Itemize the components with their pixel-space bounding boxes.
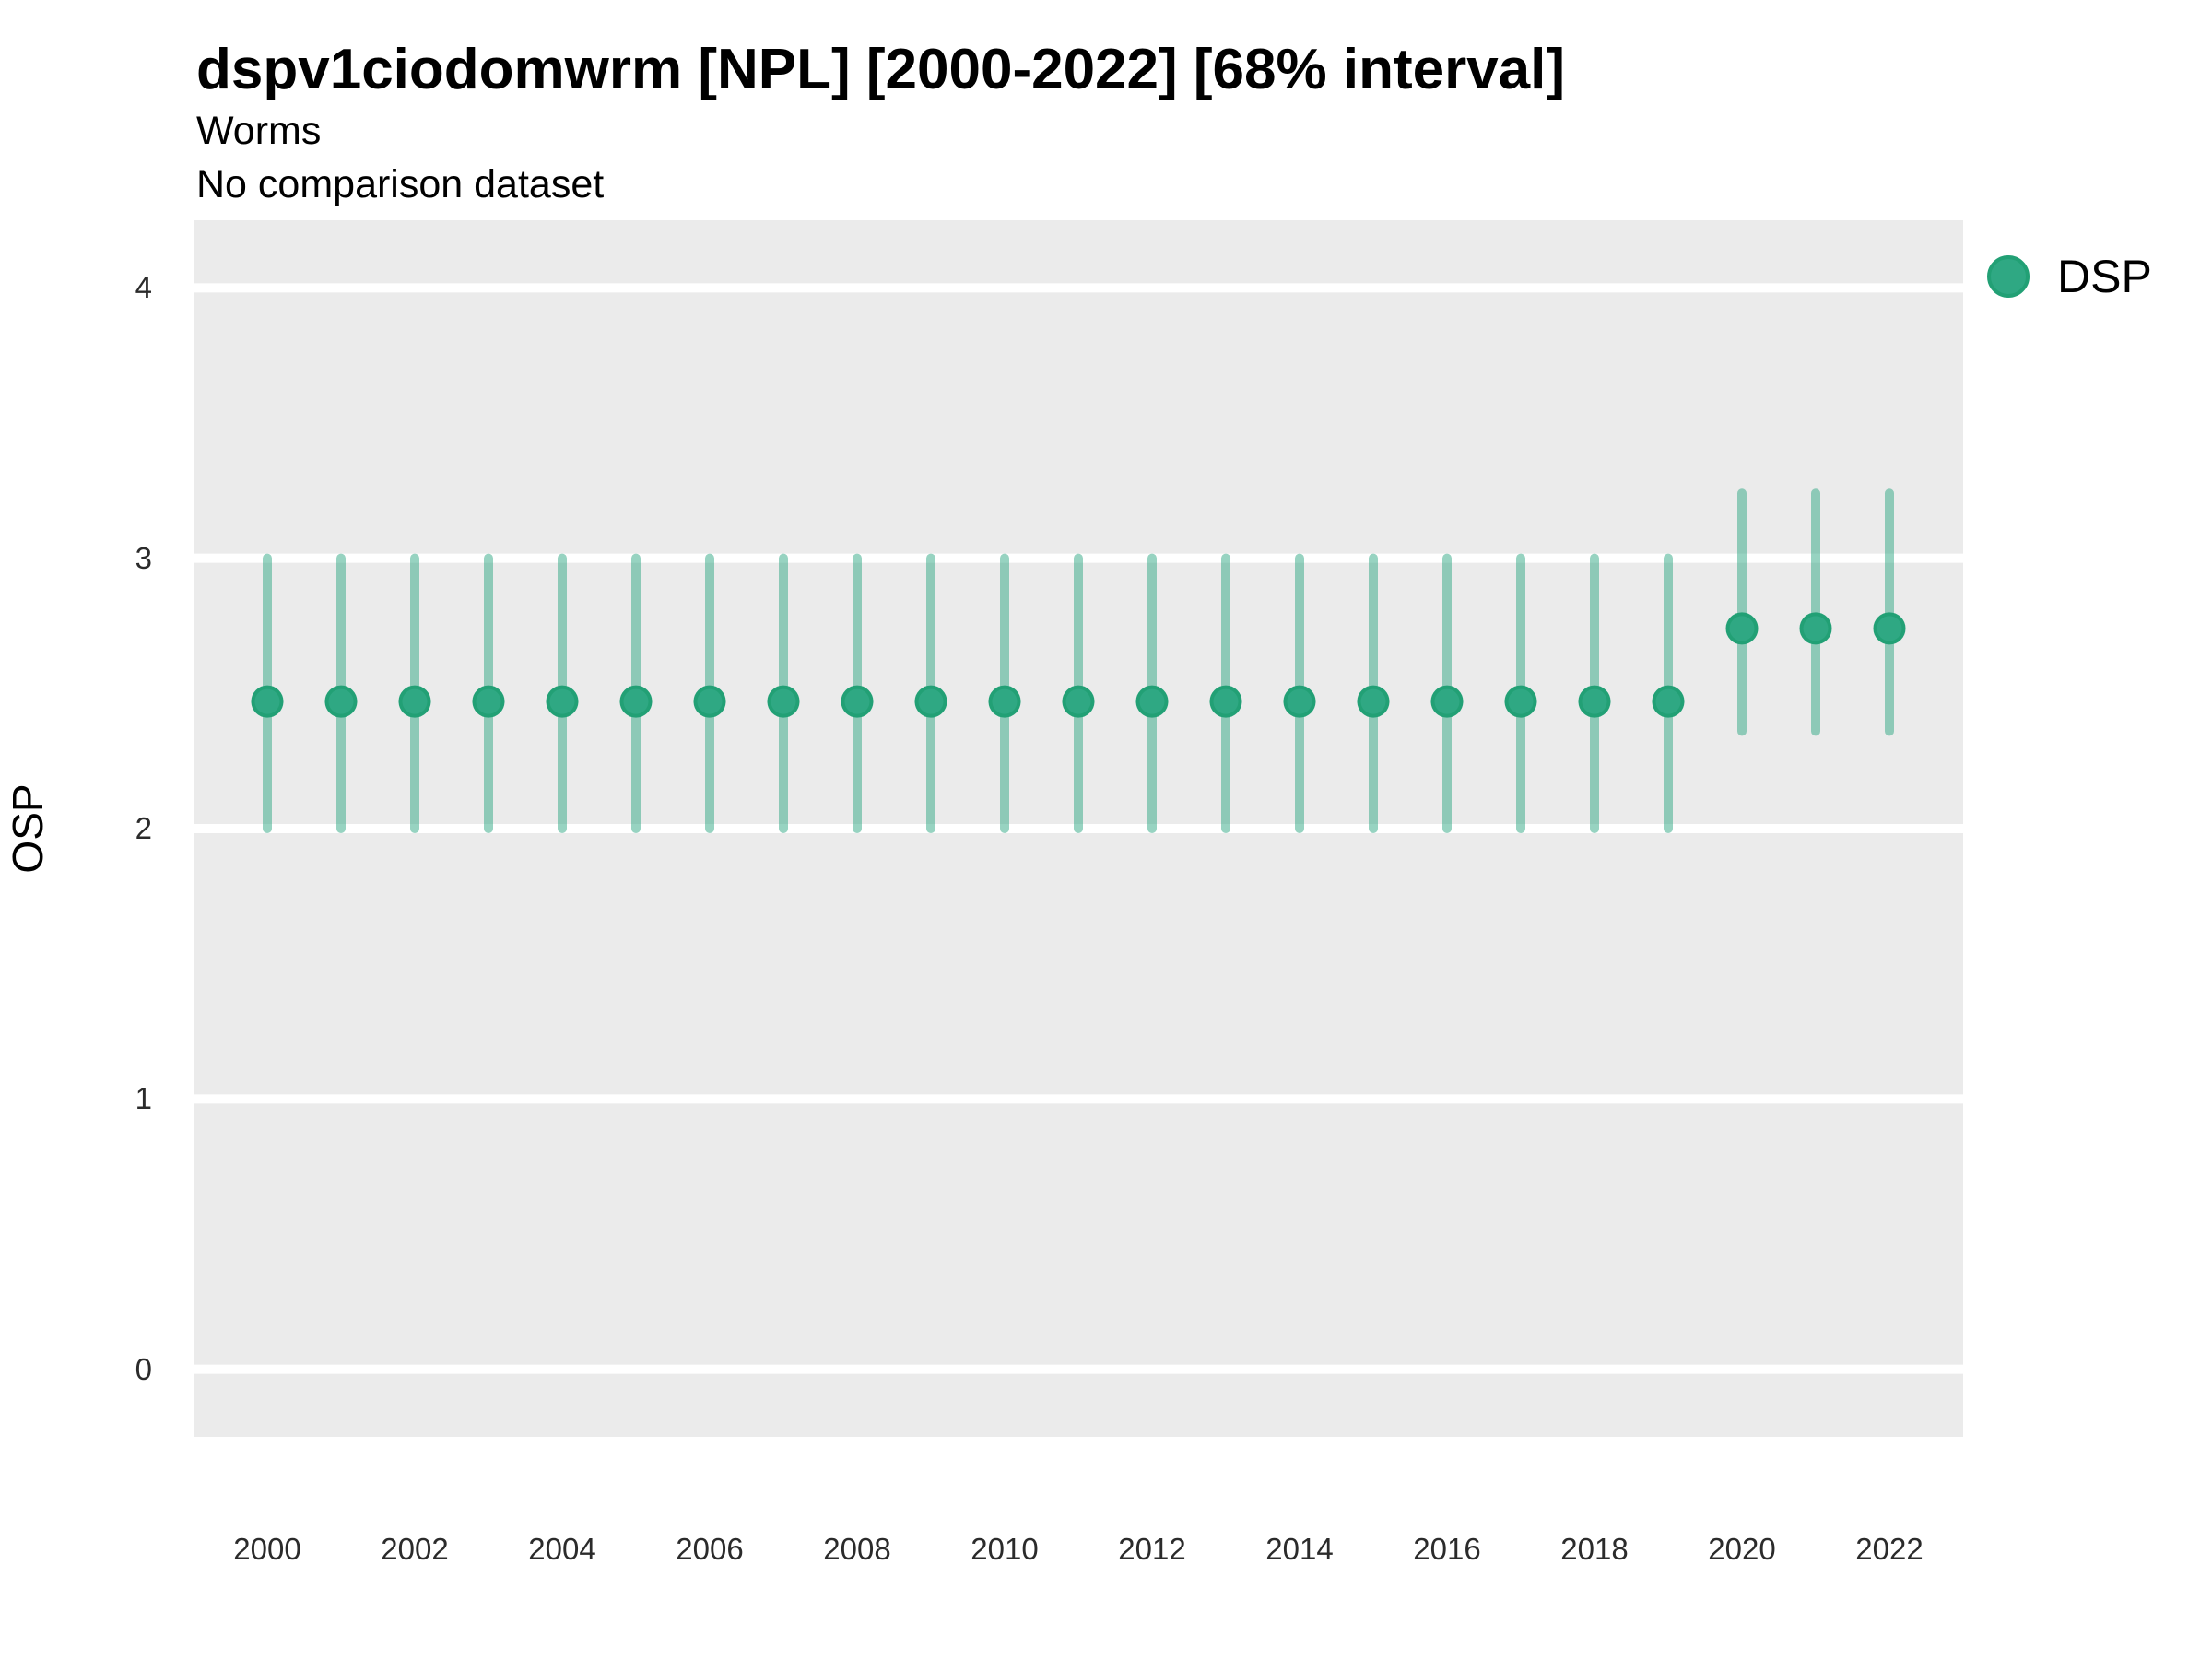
x-tick-label-2010: 2010	[971, 1532, 1039, 1566]
data-point-dsp-2015	[1357, 685, 1390, 718]
data-point-dsp-2013	[1209, 685, 1242, 718]
chart-title: dspv1ciodomwrm [NPL] [2000-2022] [68% in…	[196, 38, 1566, 101]
legend: DSP	[1987, 245, 2152, 308]
data-point-dsp-2012	[1135, 685, 1169, 718]
data-point-dsp-2004	[546, 685, 579, 718]
data-point-dsp-2001	[324, 685, 358, 718]
x-tick-label-2008: 2008	[823, 1532, 891, 1566]
x-tick-label-2022: 2022	[1855, 1532, 1924, 1566]
x-tick-label-2012: 2012	[1118, 1532, 1186, 1566]
chart-subtitle: Worms	[196, 109, 322, 153]
legend-point-icon	[1987, 255, 2030, 298]
data-point-dsp-2021	[1799, 612, 1832, 645]
y-tick-label-2: 2	[135, 811, 152, 845]
x-tick-label-2004: 2004	[528, 1532, 596, 1566]
data-point-dsp-2002	[398, 685, 431, 718]
data-point-dsp-2011	[1062, 685, 1095, 718]
y-tick-label-0: 0	[135, 1351, 152, 1386]
data-point-dsp-2014	[1283, 685, 1316, 718]
x-tick-label-2006: 2006	[676, 1532, 744, 1566]
x-tick-label-2020: 2020	[1708, 1532, 1776, 1566]
y-tick-label-1: 1	[135, 1081, 152, 1116]
data-point-dsp-2019	[1652, 685, 1685, 718]
x-tick-label-2018: 2018	[1560, 1532, 1629, 1566]
data-point-dsp-2006	[693, 685, 726, 718]
data-point-dsp-2003	[472, 685, 505, 718]
x-tick-label-2002: 2002	[381, 1532, 449, 1566]
data-point-dsp-2017	[1504, 685, 1537, 718]
x-tick-label-2014: 2014	[1265, 1532, 1334, 1566]
chart-subtitle-2: No comparison dataset	[196, 162, 605, 206]
x-tick-label-2000: 2000	[233, 1532, 301, 1566]
data-point-dsp-2020	[1725, 612, 1759, 645]
x-tick-label-2016: 2016	[1413, 1532, 1481, 1566]
data-point-dsp-2009	[914, 685, 947, 718]
data-point-dsp-2008	[841, 685, 874, 718]
data-point-dsp-2000	[251, 685, 284, 718]
data-point-dsp-2007	[767, 685, 800, 718]
data-point-dsp-2022	[1873, 612, 1906, 645]
data-point-dsp-2018	[1578, 685, 1611, 718]
y-tick-label-3: 3	[135, 540, 152, 575]
data-point-dsp-2005	[619, 685, 653, 718]
data-point-dsp-2010	[988, 685, 1021, 718]
y-tick-label-4: 4	[135, 270, 152, 305]
legend-label: DSP	[2057, 251, 2152, 302]
data-point-dsp-2016	[1430, 685, 1464, 718]
